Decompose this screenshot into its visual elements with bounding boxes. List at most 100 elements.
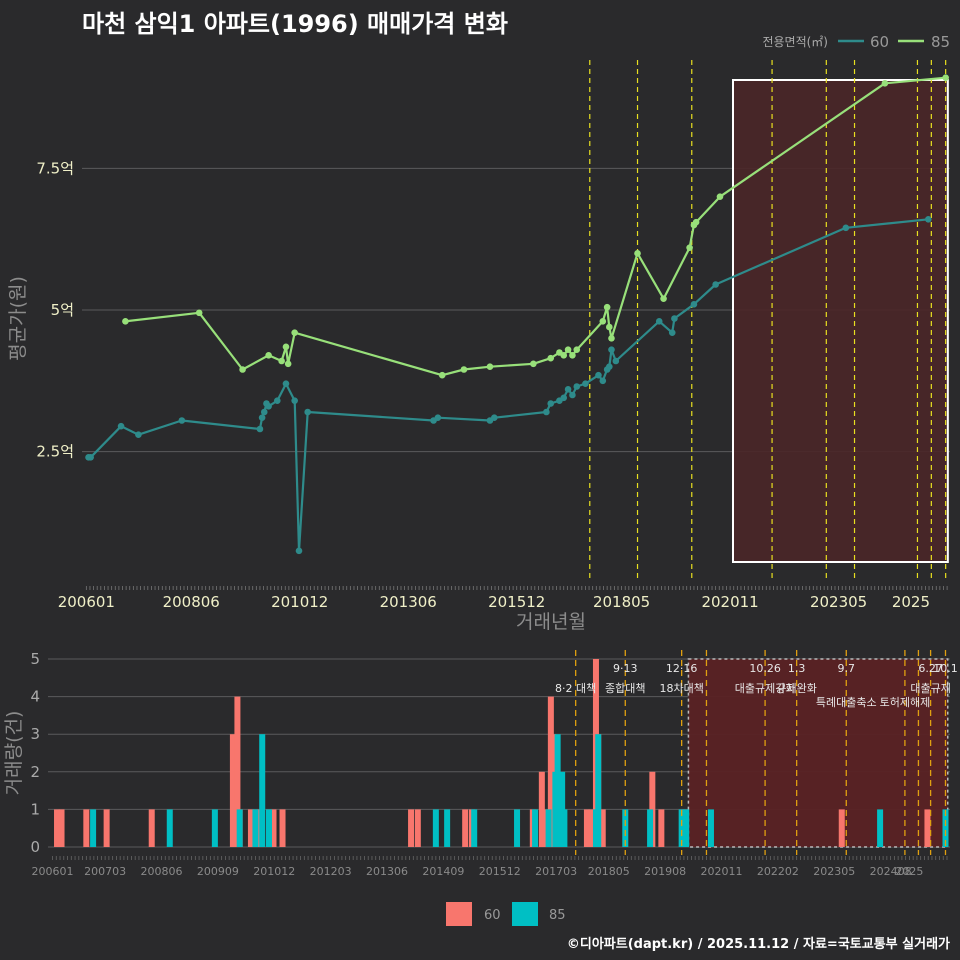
x-tick-label: 201805	[593, 593, 650, 611]
bar-y-tick-label: 3	[30, 725, 40, 743]
data-point-60	[671, 315, 678, 322]
data-point-60	[573, 383, 581, 390]
legend-title: 전용면적(㎡)	[762, 35, 828, 49]
data-point-60	[491, 414, 498, 421]
volume-bar-85	[707, 809, 714, 847]
data-point-85	[564, 346, 572, 353]
data-point-85	[603, 303, 611, 311]
policy-date-label: 1.3	[788, 662, 806, 675]
data-point-60	[608, 346, 615, 353]
volume-bar-85	[265, 809, 272, 847]
policy-name-label: 대출규제	[910, 682, 950, 695]
volume-bar-60	[838, 809, 845, 847]
x-tick-label: 201012	[271, 593, 328, 611]
volume-bar-85	[211, 809, 218, 847]
policy-name-label: 8·2 대책	[555, 682, 596, 695]
volume-bar-85	[545, 809, 552, 847]
volume-bar-60	[462, 809, 469, 847]
data-point-85	[195, 309, 203, 317]
data-point-85	[716, 193, 724, 200]
volume-bar-85	[678, 809, 685, 847]
volume-bar-60	[54, 809, 61, 847]
volume-bar-60	[148, 809, 155, 847]
data-point-85	[560, 352, 568, 359]
legend-label-85: 85	[931, 33, 950, 51]
data-point-60	[135, 431, 142, 438]
data-point-60	[612, 357, 620, 365]
data-point-85	[634, 250, 641, 257]
volume-bar-60	[247, 809, 254, 847]
volume-bar-60	[588, 809, 595, 847]
data-point-85	[608, 335, 615, 342]
bar-y-tick-label: 0	[30, 838, 40, 856]
volume-bar-85	[554, 734, 561, 847]
volume-bar-85	[236, 809, 243, 847]
policy-name-label: 18차대책	[659, 682, 703, 695]
policy-name-label: 대출규제강화	[735, 682, 796, 695]
volume-bar-85	[444, 809, 451, 847]
data-point-60	[712, 281, 719, 288]
volume-bar-85	[252, 809, 259, 847]
data-point-60	[543, 408, 550, 416]
data-point-60	[295, 547, 303, 555]
bar-x-tick-label: 201012	[253, 865, 295, 878]
data-point-60	[569, 391, 576, 399]
data-point-85	[530, 360, 537, 368]
data-point-60	[304, 408, 311, 416]
source-credit: ©디아파트(dapt.kr) / 2025.11.12 / 자료=국토교통부 실…	[566, 937, 950, 952]
data-point-85	[291, 329, 298, 336]
data-point-85	[486, 363, 494, 370]
volume-bar-60	[538, 771, 545, 847]
policy-name-label: 종합대책	[605, 682, 645, 695]
volume-bar-60	[58, 809, 65, 847]
data-point-85	[278, 357, 285, 365]
data-point-60	[258, 414, 266, 421]
data-point-60	[282, 380, 290, 387]
volume-bar-85	[532, 809, 539, 847]
bar-x-tick-label: 201703	[535, 865, 577, 878]
volume-bar-85	[877, 809, 884, 847]
data-point-85	[239, 366, 246, 373]
policy-name-label: 규제완화	[776, 682, 816, 695]
data-point-85	[660, 295, 667, 302]
data-point-85	[692, 218, 700, 226]
x-tick-label: 2025	[892, 593, 930, 611]
volume-bar-60	[103, 809, 110, 847]
volume-bar-60	[234, 696, 241, 847]
bar-x-tick-label: 201409	[422, 865, 464, 878]
volume-bar-60	[83, 809, 90, 847]
policy-name-label: 특례대출축소	[816, 696, 877, 709]
volume-bar-60	[408, 809, 415, 847]
volume-bar-60	[229, 734, 236, 847]
volume-bar-85	[90, 809, 97, 847]
volume-bar-85	[561, 809, 568, 847]
data-point-60	[560, 394, 568, 402]
bar-highlight-period-box	[687, 658, 949, 848]
bar-x-tick-label: 2025	[895, 865, 923, 878]
data-point-60	[842, 224, 850, 232]
data-point-60	[256, 425, 264, 433]
data-point-60	[434, 414, 442, 421]
bar-x-tick-label: 200703	[84, 865, 126, 878]
x-tick-label: 202011	[701, 593, 758, 611]
bar-legend-swatch-60	[446, 902, 472, 926]
data-point-85	[573, 346, 581, 353]
data-point-85	[460, 366, 468, 373]
bar-x-tick-label: 201908	[644, 865, 686, 878]
y-axis-title: 평균가(원)	[7, 276, 29, 361]
bar-x-tick-label: 200601	[32, 865, 74, 878]
bar-x-tick-label: 201203	[310, 865, 352, 878]
volume-bar-85	[647, 809, 654, 847]
data-point-85	[606, 323, 613, 331]
bar-y-tick-label: 1	[30, 800, 40, 818]
legend-label-60: 60	[870, 33, 889, 51]
volume-bar-85	[514, 809, 521, 847]
policy-date-label: 6.27	[918, 662, 943, 675]
data-point-60	[925, 216, 932, 223]
x-tick-label: 201512	[488, 593, 545, 611]
data-point-60	[178, 417, 186, 424]
page-title: 마천 삼익1 아파트(1996) 매매가격 변화	[82, 10, 508, 38]
x-tick-label: 200806	[163, 593, 220, 611]
data-point-60	[564, 386, 572, 393]
policy-date-label: 10.26	[749, 662, 781, 675]
